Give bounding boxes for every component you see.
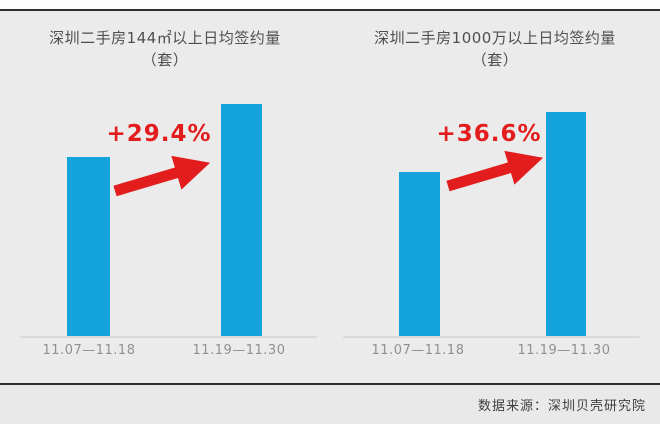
chart-title-text: 深圳二手房1000万以上日均签约量 [374, 29, 616, 47]
top-divider-rule [0, 9, 660, 11]
x-tick-label-period-2: 11.19—11.30 [192, 343, 286, 358]
bottom-divider-rule [0, 383, 660, 385]
x-tick-label-period-2: 11.19—11.30 [517, 343, 611, 358]
bar-period-1 [399, 172, 440, 337]
bar-period-1 [67, 157, 110, 337]
x-axis-line [20, 336, 317, 338]
chart-panel-144sqm: 深圳二手房144㎡以上日均签约量 （套） +29.4% 11.07—11.18 … [0, 11, 330, 383]
chart-title-unit: （套） [471, 51, 519, 69]
bar-period-2 [221, 104, 262, 337]
growth-arrow-icon [113, 155, 211, 197]
top-white-strip [0, 0, 660, 9]
data-source-credit: 数据来源：深圳贝壳研究院 [477, 399, 646, 414]
x-tick-label-period-1: 11.07—11.18 [42, 343, 136, 358]
growth-arrow-icon [446, 150, 544, 192]
chart-title-text: 深圳二手房144㎡以上日均签约量 [49, 29, 281, 47]
bar-period-2 [546, 112, 586, 337]
growth-percent-label: +36.6% [436, 121, 542, 147]
chart-title-unit: （套） [141, 51, 189, 69]
chart-title: 深圳二手房1000万以上日均签约量 （套） [330, 27, 660, 71]
footer-strip: 数据来源：深圳贝壳研究院 [0, 385, 660, 424]
chart-panel-10m: 深圳二手房1000万以上日均签约量 （套） +36.6% 11.07—11.18… [330, 11, 660, 383]
chart-title: 深圳二手房144㎡以上日均签约量 （套） [0, 27, 330, 71]
x-tick-label-period-1: 11.07—11.18 [371, 343, 465, 358]
growth-percent-label: +29.4% [106, 121, 212, 147]
x-axis-line [343, 336, 640, 338]
